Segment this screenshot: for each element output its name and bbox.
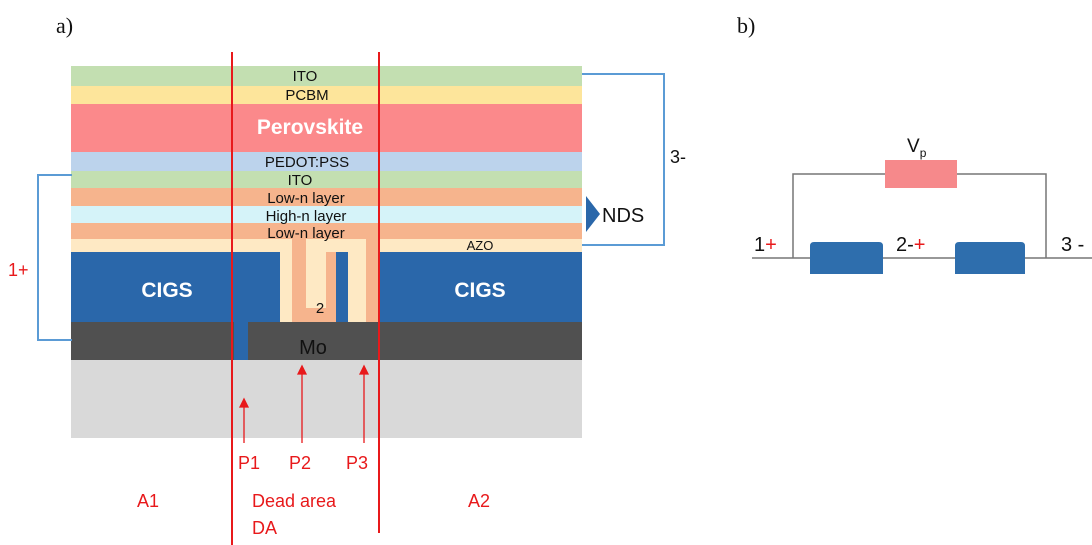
label-cigs-left: CIGS (141, 279, 192, 302)
circuit-wire-top-right (957, 173, 1047, 258)
pcbm-layer (71, 86, 582, 104)
low-n-layer-2 (71, 223, 582, 239)
glass-substrate (71, 360, 582, 438)
high-n-layer (71, 206, 582, 223)
p3-arrow-head (358, 364, 370, 375)
node-label-2: 2-+ (896, 234, 925, 256)
contact-wire-1 (37, 174, 72, 341)
p3-azo-fill (348, 252, 366, 322)
label-pcbm: PCBM (285, 87, 328, 104)
nds-label: NDS (602, 205, 644, 227)
p2-cigs-pillar (336, 252, 348, 322)
pedot-pss-layer (71, 152, 582, 171)
area-label-a2: A2 (468, 491, 490, 511)
label-perovskite: Perovskite (257, 116, 363, 139)
node-label-1: 1+ (754, 234, 777, 256)
contact-wire-3 (582, 73, 665, 246)
scribe-label-p1: P1 (238, 453, 260, 473)
label-ito-mid: ITO (288, 172, 313, 189)
panel-label-a: a) (56, 13, 73, 38)
label-ito-top: ITO (293, 68, 318, 85)
area-label-a1: A1 (137, 491, 159, 511)
vp-label: Vp (907, 136, 927, 160)
area-label-dead-area: Dead area (252, 491, 337, 511)
scribe-label-p3: P3 (346, 453, 368, 473)
label-azo: AZO (467, 238, 494, 253)
panel-label-b: b) (737, 13, 755, 38)
p1-scribe-fill (234, 322, 248, 360)
contact-label-3: 3- (670, 147, 686, 167)
label-low-n-1: Low-n layer (267, 190, 345, 207)
p2-orange-wall-left (292, 239, 306, 322)
contact-label-1: 1+ (8, 260, 29, 280)
p2-azo-fill (306, 239, 326, 308)
label-high-n: High-n layer (266, 208, 347, 225)
cigs-cell-box-2 (955, 242, 1025, 274)
area-label-da: DA (252, 518, 277, 538)
nds-arrow-icon (586, 196, 600, 232)
label-cigs-right: CIGS (454, 279, 505, 302)
mo-layer (71, 322, 582, 360)
vp-cell-box (885, 160, 957, 188)
ito-mid-layer (71, 171, 582, 188)
low-n-layer-1 (71, 188, 582, 206)
p1-arrow-head (238, 397, 250, 408)
label-low-n-2: Low-n layer (267, 225, 345, 242)
label-node-2: 2 (316, 300, 324, 317)
scribe-label-p2: P2 (289, 453, 311, 473)
node-label-3: 3 - (1061, 234, 1084, 256)
label-pedot: PEDOT:PSS (265, 154, 349, 171)
circuit-wire-top-left (792, 173, 885, 258)
p2-arrow-head (296, 364, 308, 375)
p2-orange-wall-right (366, 239, 378, 322)
cigs-cell-box-1 (810, 242, 883, 274)
perovskite-layer (71, 104, 582, 152)
ito-top-layer (71, 66, 582, 86)
label-mo: Mo (299, 337, 327, 359)
